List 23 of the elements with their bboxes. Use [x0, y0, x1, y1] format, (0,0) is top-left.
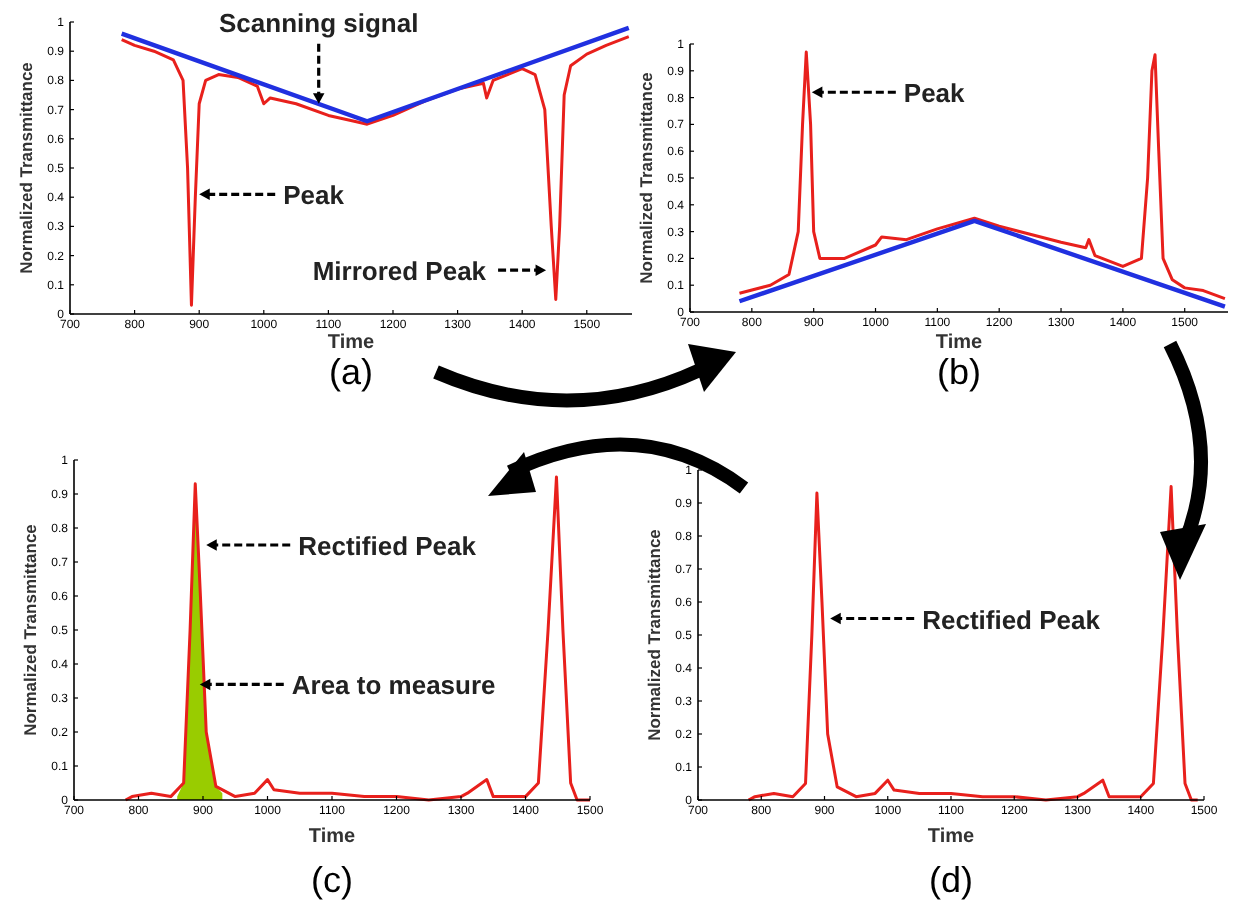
annotation: Area to measure — [291, 670, 496, 701]
annotation: Rectified Peak — [922, 604, 1102, 635]
y-axis-title: Normalized Transmittance — [644, 528, 664, 741]
text: (a) — [329, 352, 373, 392]
annotation: Rectified Peak — [298, 531, 478, 561]
annotation: Peak — [903, 78, 967, 109]
y-axis-title: Normalized Transmittance — [20, 523, 40, 736]
line-series — [737, 50, 1227, 301]
x-axis-title: Time — [927, 826, 976, 848]
x-axis-title: Time — [935, 332, 984, 354]
annotation: Scanning signal — [219, 7, 419, 38]
y-axis-title: Normalized Transmittance — [636, 71, 656, 284]
y-axis-title: Normalized Transmittance — [16, 61, 36, 274]
line-series — [747, 485, 1200, 802]
text: (b) — [937, 352, 981, 392]
x-axis-title: Time — [327, 332, 376, 354]
line-series — [120, 35, 631, 307]
annotation: Mirrored Peak — [312, 256, 488, 287]
annotation: Peak — [283, 180, 346, 211]
line-series — [124, 475, 592, 802]
x-axis-title: Time — [308, 826, 357, 848]
text: (d) — [929, 860, 973, 900]
text: (c) — [311, 860, 353, 900]
